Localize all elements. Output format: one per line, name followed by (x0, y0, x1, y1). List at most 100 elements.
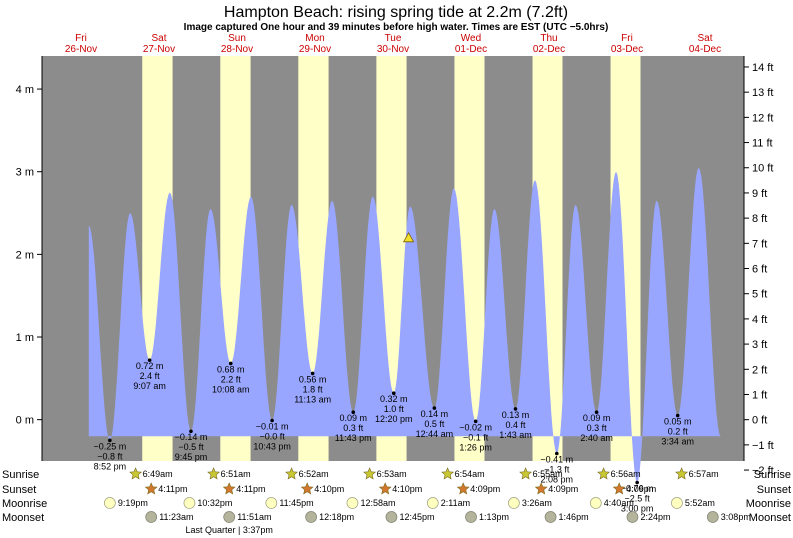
sunset-icon (456, 482, 470, 495)
low-tide-feet: 0.4 ft (505, 420, 526, 430)
low-tide-time: 1:43 am (499, 430, 532, 440)
sunrise-icon (129, 467, 143, 480)
moonset-icon (626, 511, 639, 523)
low-tide-feet: −2.5 ft (624, 493, 650, 503)
low-tide-dot (189, 429, 193, 434)
sunset-time: 4:10pm (314, 484, 344, 494)
low-tide-feet: −1.3 ft (544, 465, 570, 475)
day-name: Fri (621, 33, 633, 44)
day-name: Tue (385, 33, 402, 44)
low-tide-metres: 0.09 m (583, 413, 611, 423)
day-date: 29-Nov (299, 44, 331, 55)
sunset-time: 4:11pm (236, 484, 265, 494)
low-tide-dot (513, 407, 518, 411)
day-name: Mon (305, 33, 324, 44)
low-tide-time: 10:43 pm (253, 442, 291, 452)
low-tide-feet: 0.2 ft (668, 427, 689, 437)
sunrise-time: 6:56am (611, 469, 641, 479)
moonrise-time: 5:52am (685, 498, 715, 508)
low-tide-time: 2:40 am (580, 433, 613, 443)
low-tide-dot (228, 361, 233, 366)
low-tide-feet: 1.0 ft (384, 404, 405, 414)
moonset-icon (145, 511, 158, 523)
right-tick-label: 11 ft (752, 138, 773, 150)
low-tide-feet: 2.4 ft (140, 371, 161, 381)
sunrise-time: 6:53am (377, 469, 407, 479)
sun-moon-rows: Sunrise Sunrise Sunset Sunset Moonrise Moonri… (2, 467, 791, 535)
low-tide-metres: 0.32 m (380, 394, 408, 404)
row-label-right: Sunrise (754, 469, 791, 481)
low-tide-time: 2:08 pm (541, 475, 574, 485)
low-tide-time: 8:52 pm (94, 461, 127, 471)
low-tide-feet: 0.3 ft (587, 423, 608, 433)
right-tick-label: 14 ft (752, 62, 773, 74)
right-tick-label: 3 ft (752, 339, 767, 351)
right-tick-label: 5 ft (752, 289, 767, 301)
day-name: Sat (151, 33, 166, 44)
sunset-icon (300, 482, 314, 495)
left-axis-metres: 4 m 3 m 2 m 1 m 0 m (16, 56, 43, 461)
low-tide-feet: −0.5 ft (178, 442, 204, 452)
low-tide-time: 10:08 am (212, 384, 250, 394)
low-tide-metres: −0.25 m (93, 441, 126, 451)
right-axis-feet: 14 ft 13 ft 12 ft 11 ft 10 ft 9 ft 8 ft 7 ft 6 f… (743, 56, 774, 477)
day-name: Sat (697, 33, 712, 44)
left-tick-label: 4 m (16, 84, 34, 96)
low-tide-time: 3:34 am (661, 437, 694, 447)
moonrise-icon (671, 497, 683, 509)
sunset-icon (534, 482, 548, 495)
low-tide-feet: 2.2 ft (221, 374, 242, 384)
low-tide-time: 9:45 pm (175, 452, 208, 462)
right-tick-label: 1 ft (752, 389, 767, 401)
sunset-time: 4:09pm (548, 484, 578, 494)
moonset-time: 3:08pm (721, 512, 751, 522)
low-tide-metres: 0.14 m (421, 409, 449, 419)
day-date: 02-Dec (533, 44, 565, 55)
sunrise-time: 6:55am (533, 469, 563, 479)
sunrise-time: 6:51am (221, 469, 251, 479)
sunrise-time: 6:49am (143, 469, 173, 479)
moonset-time: 12:18pm (319, 512, 354, 522)
row-label-right: Moonrise (746, 498, 791, 510)
day-labels: Fri26-NovSat27-NovSun28-NovMon29-NovTue3… (65, 33, 721, 55)
day-name: Wed (461, 33, 481, 44)
right-tick-label: 2 ft (752, 364, 767, 376)
low-tide-time: 12:44 am (416, 429, 454, 439)
low-tide-feet: −0.0 ft (259, 432, 285, 442)
sunset-time: 4:09pm (626, 484, 656, 494)
row-label-left: Sunset (2, 484, 36, 496)
right-tick-label: 7 ft (752, 238, 767, 250)
low-tide-time: 1:26 pm (459, 442, 492, 452)
low-tide-dot (555, 451, 559, 456)
low-tide-dot (473, 419, 478, 424)
moonrise-icon (183, 497, 196, 509)
moonset-icon (305, 511, 317, 523)
right-tick-label: −2 ft (752, 465, 774, 477)
sunset-time: 4:09pm (470, 484, 500, 494)
sunrise-icon (597, 467, 611, 480)
sunset-icon (378, 482, 392, 495)
day-date: 30-Nov (377, 44, 409, 55)
day-date: 03-Dec (611, 44, 643, 55)
sunrise-icon (519, 467, 533, 480)
row-label-left: Moonrise (2, 498, 47, 510)
moonrise-icon (508, 497, 520, 509)
moonrise-time: 10:32pm (197, 498, 232, 508)
right-tick-label: 12 ft (752, 112, 773, 124)
low-tide-dot (270, 418, 274, 423)
low-tide-metres: −0.41 m (540, 455, 573, 465)
low-tide-time: 3:00 pm (621, 503, 654, 513)
moonrise-icon (426, 497, 439, 509)
low-tide-dot (675, 413, 680, 418)
tide-area (88, 167, 721, 483)
low-tide-dot (635, 480, 639, 485)
day-date: 26-Nov (65, 44, 97, 55)
low-tide-metres: −0.76 m (621, 483, 654, 493)
left-tick-label: 3 m (16, 167, 34, 179)
moonrise-time: 2:11am (441, 498, 470, 508)
plot-area: −0.25 m−0.8 ft8:52 pm 0.72 m2.4 ft9:07 am… (42, 56, 744, 513)
low-tide-dot (147, 358, 152, 362)
sunset-icon (222, 482, 236, 495)
day-date: 27-Nov (143, 44, 175, 55)
moonrise-icon (589, 497, 602, 509)
